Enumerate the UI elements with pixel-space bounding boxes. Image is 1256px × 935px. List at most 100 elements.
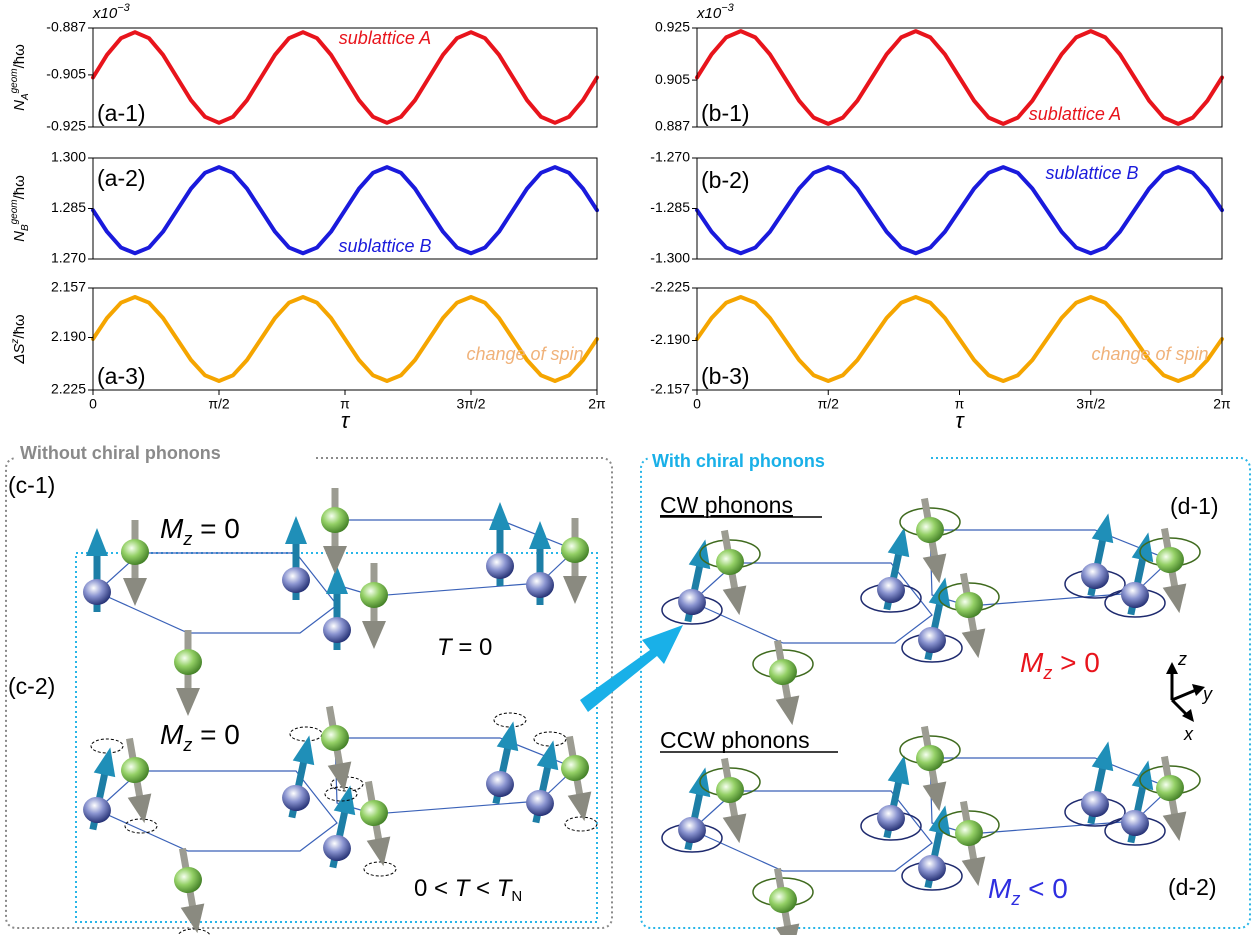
y-label-main: N bbox=[11, 100, 28, 111]
spin-down bbox=[360, 563, 388, 649]
lattice bbox=[79, 488, 1200, 935]
line-series bbox=[697, 297, 1222, 381]
panel-label: (a-2) bbox=[97, 165, 146, 191]
y-tick-label: 0.905 bbox=[655, 71, 690, 87]
x-tick-label: 2π bbox=[588, 396, 606, 412]
y-tick-label: 1.300 bbox=[51, 149, 86, 165]
y-label-sub: A bbox=[20, 93, 31, 101]
y-tick-label: 0.887 bbox=[655, 118, 690, 134]
y-tick-label: -2.157 bbox=[650, 381, 690, 397]
x-tick-label: 2π bbox=[1213, 396, 1231, 412]
y-label-sub: B bbox=[20, 224, 31, 231]
series-label: sublattice B bbox=[338, 236, 431, 256]
phonon-label: CCW phonons bbox=[660, 727, 810, 753]
y-tick-label: -1.285 bbox=[650, 199, 690, 215]
multiplier: x10−3 bbox=[92, 2, 131, 22]
spin-down bbox=[764, 866, 807, 935]
axes-triad: z y x bbox=[1166, 649, 1213, 744]
panel-label: (a-1) bbox=[97, 100, 146, 126]
spin-up bbox=[914, 574, 959, 662]
y-tick-label: -2.190 bbox=[650, 331, 690, 347]
y-label-sup: geom bbox=[9, 199, 20, 224]
precession bbox=[178, 929, 210, 935]
y-axis-label: NAgeom/ħω bbox=[9, 44, 31, 111]
spin-up bbox=[482, 718, 527, 806]
phonon-label: CW phonons bbox=[660, 492, 793, 518]
line-series bbox=[697, 31, 1222, 124]
spin-up bbox=[323, 566, 351, 650]
x-tick-label: 3π/2 bbox=[1076, 396, 1105, 412]
spin-up bbox=[1077, 510, 1122, 598]
left-title: Without chiral phonons bbox=[20, 443, 221, 463]
y-tick-label: 1.270 bbox=[51, 250, 86, 266]
mz-label: Mz < 0 bbox=[988, 873, 1068, 909]
y-label-main: ΔS bbox=[11, 344, 28, 365]
temp-label: T = 0 bbox=[437, 634, 492, 661]
spin-up bbox=[526, 521, 554, 605]
panel-label: (b-3) bbox=[701, 363, 750, 389]
temp-label: 0 < T < TN bbox=[414, 875, 522, 905]
multiplier-exponent: −3 bbox=[721, 2, 734, 14]
x-tick-label: 0 bbox=[693, 396, 701, 412]
frame-right bbox=[641, 458, 1250, 928]
y-tick-label: 2.225 bbox=[51, 381, 86, 397]
spin-up bbox=[83, 528, 111, 612]
y-tick-label: 2.190 bbox=[51, 328, 86, 344]
precession bbox=[325, 787, 357, 801]
spin-up bbox=[1077, 738, 1122, 826]
axis-y: y bbox=[1201, 684, 1213, 704]
y-tick-label: 0.925 bbox=[655, 19, 690, 35]
spin-up bbox=[282, 516, 310, 600]
right-title: With chiral phonons bbox=[652, 451, 825, 471]
chart: -0.925-0.905-0.887NAgeom/ħωx10−3(a-1)sub… bbox=[9, 2, 597, 134]
spin-down bbox=[121, 520, 149, 606]
precession bbox=[290, 727, 322, 741]
spin-down bbox=[321, 488, 349, 574]
spin-up bbox=[486, 502, 514, 586]
axis-x: x bbox=[1183, 724, 1194, 744]
chart: 2.2252.1902.1570π/2π3π/22πτΔSz/ħω(a-3)ch… bbox=[10, 279, 606, 433]
panel-label: (d-2) bbox=[1168, 874, 1217, 900]
y-tick-label: -0.925 bbox=[46, 118, 86, 134]
y-label-tail: /ħω bbox=[11, 44, 28, 69]
panel-label: (c-1) bbox=[8, 472, 55, 498]
panel-label: (c-2) bbox=[8, 673, 55, 699]
series-label: change of spin bbox=[466, 344, 583, 364]
x-axis-label: τ bbox=[955, 408, 965, 433]
spin-down bbox=[556, 734, 599, 824]
x-tick-label: π/2 bbox=[818, 396, 840, 412]
y-axis-label: NBgeom/ħω bbox=[9, 175, 31, 242]
panel-label: (a-3) bbox=[97, 363, 146, 389]
multiplier-base: x10 bbox=[92, 5, 118, 22]
figure: -0.925-0.905-0.887NAgeom/ħωx10−3(a-1)sub… bbox=[0, 0, 1256, 935]
charts: -0.925-0.905-0.887NAgeom/ħωx10−3(a-1)sub… bbox=[9, 2, 1231, 433]
y-axis-label: ΔSz/ħω bbox=[10, 314, 28, 365]
multiplier-base: x10 bbox=[696, 5, 722, 22]
y-label-tail: /ħω bbox=[11, 175, 28, 200]
multiplier: x10−3 bbox=[696, 2, 735, 22]
series-label: change of spin bbox=[1091, 344, 1208, 364]
spin-up bbox=[873, 524, 918, 612]
series-label: sublattice B bbox=[1045, 163, 1138, 183]
mz-label: Mz = 0 bbox=[160, 513, 240, 549]
precession bbox=[91, 739, 123, 753]
spin-up bbox=[278, 732, 323, 820]
panel-label: (d-1) bbox=[1170, 493, 1219, 519]
y-tick-label: -1.270 bbox=[650, 149, 690, 165]
mz-label: Mz = 0 bbox=[160, 719, 240, 755]
y-label-sup: geom bbox=[9, 68, 20, 93]
axis-z: z bbox=[1177, 649, 1187, 669]
y-tick-label: -0.887 bbox=[46, 19, 86, 35]
chart: 1.2701.2851.300NBgeom/ħω(a-2)sublattice … bbox=[9, 149, 597, 266]
chart: -1.300-1.285-1.270(b-2)sublattice B bbox=[650, 149, 1222, 266]
arrow bbox=[580, 625, 683, 712]
precession bbox=[125, 819, 157, 833]
line-series bbox=[93, 297, 597, 381]
diagram: Without chiral phonons With chiral phono… bbox=[6, 440, 1250, 935]
precession bbox=[565, 817, 597, 831]
precession bbox=[364, 862, 396, 876]
multiplier-exponent: −3 bbox=[117, 2, 130, 14]
panel-label: (b-2) bbox=[701, 167, 750, 193]
y-tick-label: 2.157 bbox=[51, 279, 86, 295]
